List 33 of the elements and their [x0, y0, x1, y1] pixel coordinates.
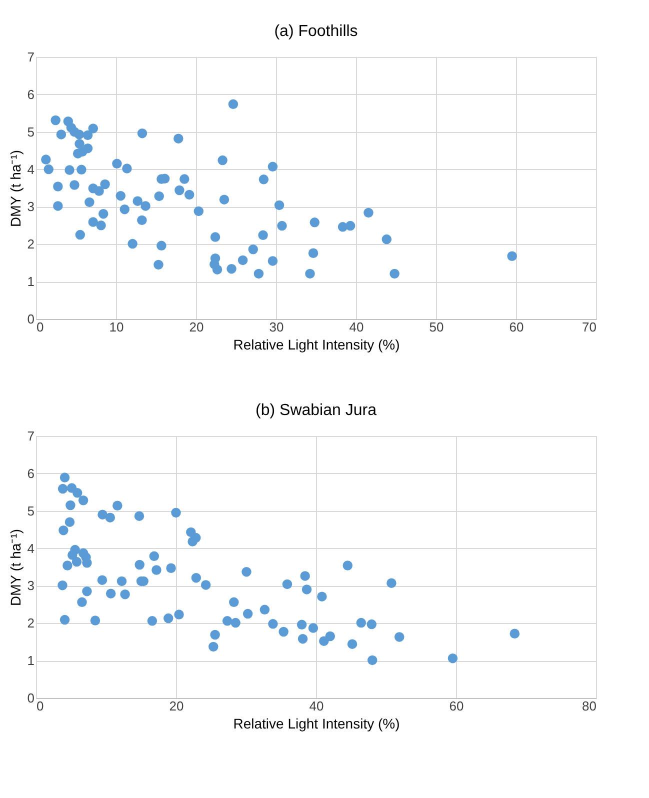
- y-tick-label: 3: [27, 578, 34, 594]
- y-tick-label: 6: [27, 86, 34, 102]
- y-tick-label: 7: [27, 428, 34, 444]
- y-tick-label: 5: [27, 124, 34, 140]
- x-tick-label: 10: [109, 320, 124, 334]
- x-tick-label: 60: [509, 320, 524, 334]
- y-tick-label: 4: [27, 540, 34, 556]
- y-axis-title: DMY (t ha⁻¹): [7, 528, 24, 606]
- x-tick-label: 40: [349, 320, 364, 334]
- x-tick-label: 20: [169, 698, 184, 714]
- x-tick-label: 60: [449, 698, 464, 714]
- y-tick-label: 7: [27, 50, 34, 64]
- y-tick-label: 1: [27, 653, 34, 668]
- y-tick-label: 6: [27, 466, 34, 481]
- x-tick-label: 0: [36, 698, 44, 714]
- y-tick-label: 2: [27, 236, 34, 252]
- x-tick-label: 0: [36, 320, 44, 334]
- y-tick-label: 5: [27, 503, 34, 518]
- chart-title: (a) Foothills: [274, 23, 358, 40]
- y-tick-label: 4: [27, 162, 34, 177]
- x-axis-title: Relative Light Intensity (%): [233, 716, 400, 732]
- x-tick-label: 70: [582, 320, 596, 334]
- x-tick-label: 50: [429, 320, 444, 334]
- x-tick-label: 30: [269, 320, 284, 334]
- x-tick-label: 40: [309, 698, 324, 714]
- x-tick-label: 80: [582, 698, 596, 714]
- x-axis-title: Relative Light Intensity (%): [233, 336, 400, 352]
- x-tick-label: 20: [189, 320, 204, 334]
- y-tick-label: 1: [27, 274, 34, 290]
- y-tick-label: 3: [27, 199, 34, 214]
- y-tick-label: 2: [27, 616, 34, 631]
- chart-title: (b) Swabian Jura: [256, 402, 377, 419]
- y-axis-title: DMY (t ha⁻¹): [7, 150, 24, 228]
